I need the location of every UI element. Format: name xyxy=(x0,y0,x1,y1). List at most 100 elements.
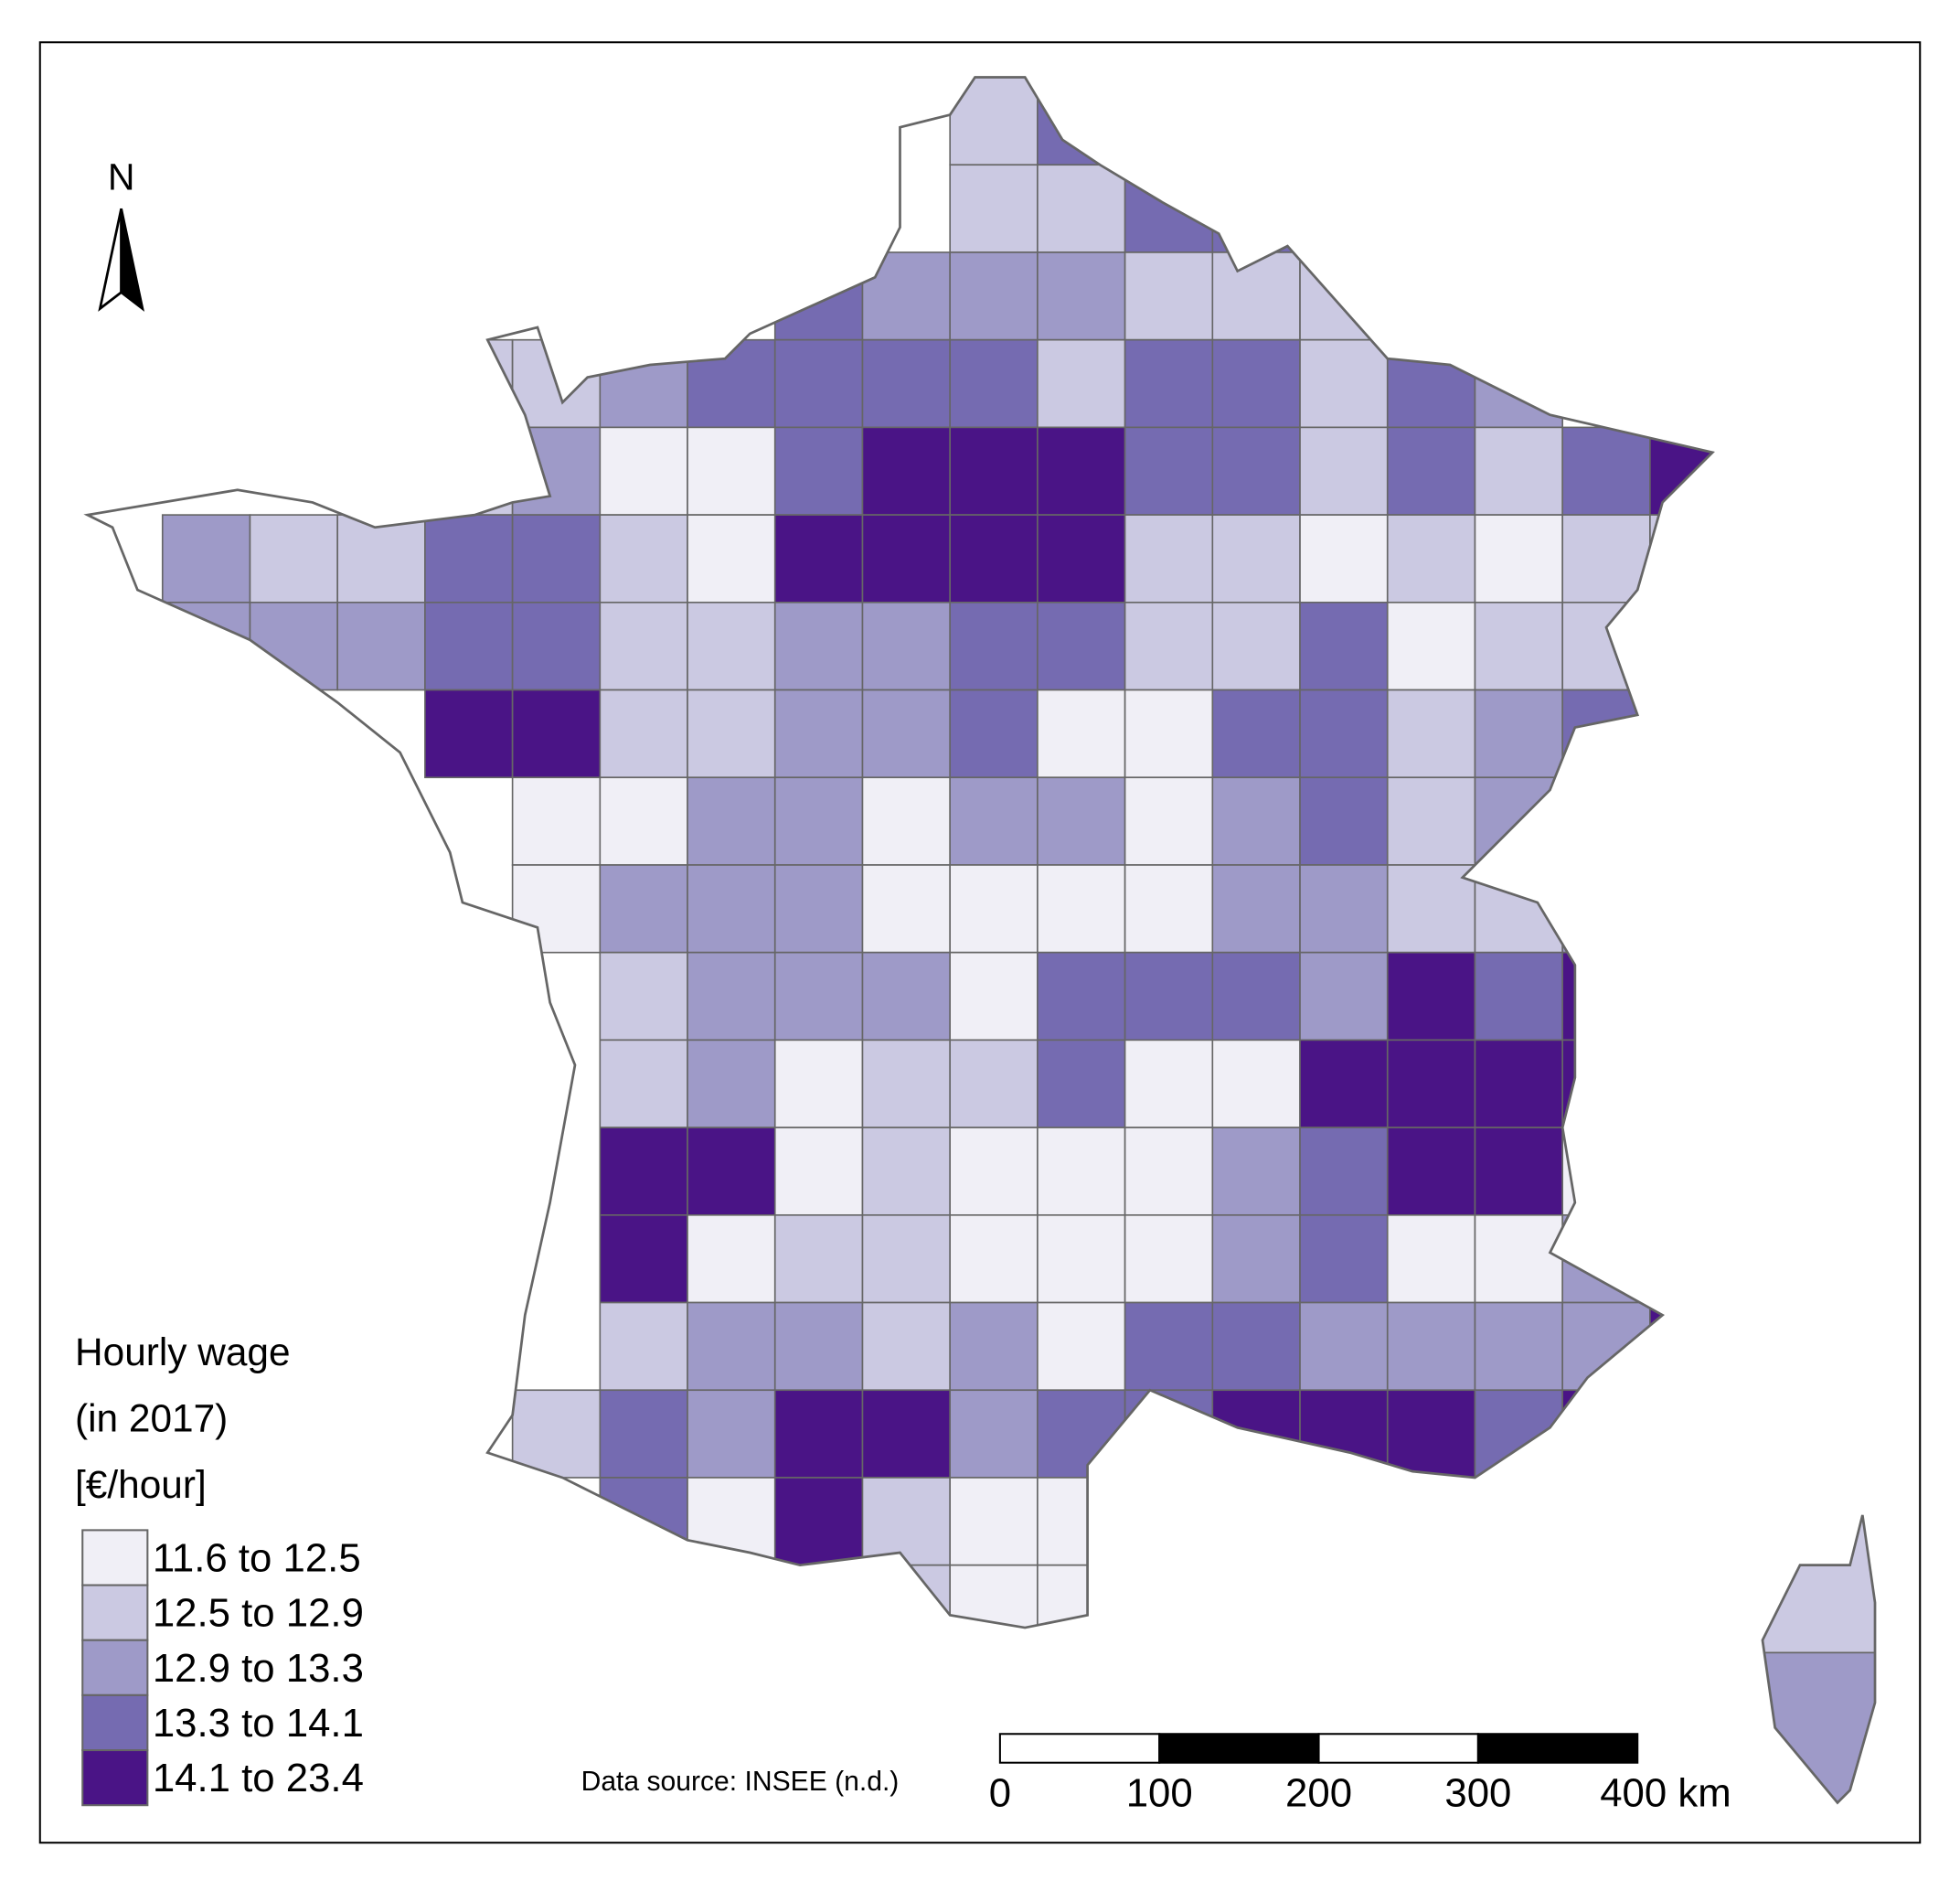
department xyxy=(1386,1389,1476,1479)
scale-label: 100 xyxy=(1126,1771,1193,1816)
department xyxy=(1211,1127,1301,1216)
department xyxy=(1211,864,1301,954)
department xyxy=(1124,1127,1214,1216)
legend-label: 12.5 to 12.9 xyxy=(153,1591,364,1636)
department xyxy=(1124,689,1214,779)
department xyxy=(1299,1389,1389,1479)
department xyxy=(1386,1477,1476,1566)
department xyxy=(861,601,952,691)
department xyxy=(1386,864,1476,954)
department xyxy=(773,776,864,866)
department xyxy=(949,1301,1039,1392)
department xyxy=(1386,1127,1476,1216)
department xyxy=(1762,1514,1876,1654)
department xyxy=(1211,951,1301,1041)
department xyxy=(1299,601,1389,691)
department xyxy=(949,514,1039,604)
scale-label: 200 xyxy=(1285,1771,1352,1816)
department xyxy=(1124,164,1214,253)
scale-bar: 0 100 200 300 400 km xyxy=(989,1733,1731,1816)
department xyxy=(773,1564,864,1629)
department xyxy=(511,1389,602,1479)
department xyxy=(1474,514,1564,604)
department xyxy=(773,426,864,516)
department xyxy=(424,514,514,604)
department xyxy=(511,601,602,691)
department xyxy=(687,951,776,1041)
department xyxy=(1211,776,1301,866)
department xyxy=(1299,1477,1389,1566)
department xyxy=(1474,1127,1564,1216)
department xyxy=(1299,1039,1389,1128)
department xyxy=(1211,1213,1301,1304)
department xyxy=(861,1389,952,1479)
department xyxy=(861,1301,952,1392)
data-source: Data source: INSEE (n.d.) xyxy=(581,1767,900,1797)
department xyxy=(1037,1477,1126,1566)
department xyxy=(773,338,864,429)
legend-title: (in 2017) xyxy=(75,1396,228,1439)
department xyxy=(1649,1213,1713,1304)
department xyxy=(1211,1389,1301,1479)
department xyxy=(599,601,688,691)
department xyxy=(1124,1477,1214,1566)
department xyxy=(1474,601,1564,691)
department xyxy=(1037,164,1126,253)
department xyxy=(1037,776,1126,866)
department xyxy=(336,601,426,691)
department xyxy=(1474,1477,1564,1566)
department xyxy=(1649,1477,1713,1566)
department xyxy=(511,864,602,954)
department xyxy=(1386,338,1476,429)
department xyxy=(949,77,1039,166)
department xyxy=(773,514,864,604)
department xyxy=(1474,1039,1564,1128)
department xyxy=(949,251,1039,341)
department xyxy=(599,514,688,604)
legend-swatch xyxy=(81,1639,149,1696)
department xyxy=(1211,689,1301,779)
scale-label: 0 xyxy=(989,1771,1011,1816)
department xyxy=(1211,601,1301,691)
department xyxy=(1037,1389,1126,1479)
department xyxy=(1738,603,1826,690)
department xyxy=(949,689,1039,779)
legend-label: 14.1 to 23.4 xyxy=(153,1756,364,1800)
department xyxy=(511,514,602,604)
department xyxy=(687,1039,776,1128)
department xyxy=(599,689,688,779)
department xyxy=(424,689,514,779)
department xyxy=(1386,426,1476,516)
north-arrow xyxy=(98,208,122,312)
department xyxy=(949,1127,1039,1216)
department xyxy=(1386,1039,1476,1128)
department xyxy=(1037,864,1126,954)
department xyxy=(1124,951,1214,1041)
department xyxy=(687,1389,776,1479)
department xyxy=(1561,1389,1651,1479)
department xyxy=(1037,1213,1126,1304)
department xyxy=(1561,864,1651,954)
department xyxy=(773,1213,864,1304)
department xyxy=(1386,514,1476,604)
department xyxy=(1211,1477,1301,1566)
department xyxy=(161,514,251,604)
department xyxy=(1649,601,1713,691)
department xyxy=(1561,689,1651,779)
department xyxy=(1211,426,1301,516)
department xyxy=(599,1301,688,1392)
department xyxy=(1037,338,1126,429)
department xyxy=(861,1477,952,1566)
legend-label: 13.3 to 14.1 xyxy=(153,1701,364,1746)
department xyxy=(773,601,864,691)
department xyxy=(949,164,1039,253)
department xyxy=(687,864,776,954)
department xyxy=(599,1127,688,1216)
department xyxy=(1299,951,1389,1041)
department xyxy=(424,601,514,691)
department xyxy=(687,1477,776,1566)
department xyxy=(687,1127,776,1216)
department xyxy=(773,251,864,341)
scale-segment xyxy=(998,1733,1161,1764)
